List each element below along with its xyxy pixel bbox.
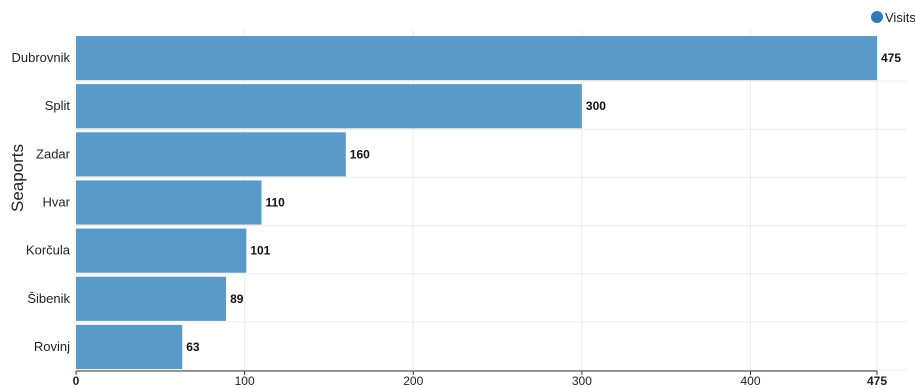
category-label: Korčula: [26, 243, 71, 258]
bar-6[interactable]: [76, 324, 183, 369]
bar-1[interactable]: [76, 84, 582, 129]
data-label: 160: [350, 147, 370, 161]
label-layer: Dubrovnik 475 Split 300 Zadar 160 Hvar 110 Korču…: [11, 50, 901, 354]
category-label: Dubrovnik: [11, 50, 70, 65]
data-label: 475: [881, 51, 901, 65]
x-tick-label: 475: [867, 374, 887, 388]
data-label: 89: [230, 292, 244, 306]
category-label: Zadar: [36, 146, 71, 161]
y-axis-title: Seaports: [8, 144, 27, 212]
category-label: Split: [45, 98, 71, 113]
legend-label-visits: Visits: [885, 10, 915, 25]
data-label: 110: [265, 196, 285, 210]
grid-layer: [76, 30, 907, 371]
bar-2[interactable]: [76, 132, 346, 177]
bar-0[interactable]: [76, 36, 877, 81]
legend-marker-visits: [871, 11, 883, 23]
category-label: Rovinj: [34, 339, 70, 354]
category-label: Šibenik: [27, 291, 70, 306]
bar-3[interactable]: [76, 180, 262, 225]
x-tick-label: 0: [73, 374, 80, 388]
bar-4[interactable]: [76, 228, 247, 273]
axis-layer: 0 100 200 300 400 475: [73, 370, 887, 388]
category-label: Hvar: [43, 195, 71, 210]
data-label: 101: [250, 244, 270, 258]
x-tick-label: 300: [572, 374, 592, 388]
x-tick-label: 100: [235, 374, 255, 388]
bar-layer: [76, 36, 877, 369]
bar-5[interactable]: [76, 276, 227, 321]
data-label: 63: [186, 340, 200, 354]
x-tick-label: 400: [741, 374, 761, 388]
legend[interactable]: Visits: [871, 10, 915, 25]
data-label: 300: [586, 99, 606, 113]
x-tick-label: 200: [403, 374, 423, 388]
